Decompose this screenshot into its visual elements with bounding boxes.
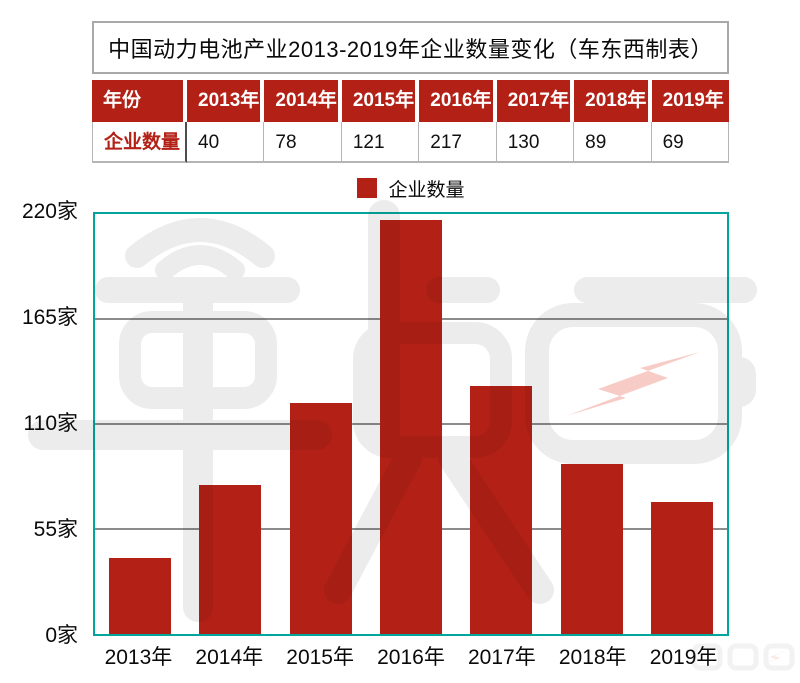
bar-2014年 [199, 485, 262, 634]
data-table: 年份 2013年 2014年 2015年 2016年 2017年 2018年 2… [92, 80, 729, 163]
plot-area [93, 212, 729, 636]
x-axis-tick-2016年: 2016年 [377, 646, 445, 669]
table-row-label: 企业数量 [92, 122, 187, 163]
table-corner-header: 年份 [92, 80, 187, 122]
chart-title: 中国动力电池产业2013-2019年企业数量变化（车东西制表） [92, 21, 729, 74]
table-value-2013: 40 [187, 122, 265, 163]
bar-2019年 [650, 502, 713, 634]
legend: 企业数量 [93, 176, 729, 201]
table-header-2019: 2019年 [651, 80, 729, 122]
table-value-2014: 78 [264, 122, 342, 163]
chart-title-text: 中国动力电池产业2013-2019年企业数量变化（车东西制表） [108, 36, 713, 62]
y-axis-tick-110: 110家 [23, 412, 78, 435]
table-value-2019: 69 [651, 122, 729, 163]
x-axis-tick-2013年: 2013年 [104, 646, 173, 669]
table-header-2015: 2015年 [341, 80, 420, 122]
bar-2015年 [289, 403, 352, 634]
bar-2018年 [560, 464, 623, 634]
table-value-2015: 121 [341, 122, 420, 163]
table-header-2017: 2017年 [496, 80, 575, 122]
table-value-2018: 89 [574, 122, 652, 163]
x-axis-tick-2018年: 2018年 [558, 646, 627, 669]
y-axis-tick-165: 165家 [21, 306, 78, 329]
table-value-2017: 130 [496, 122, 575, 163]
table-header-2014: 2014年 [264, 80, 342, 122]
x-axis-tick-2017年: 2017年 [467, 646, 536, 669]
table-value-2016: 217 [419, 122, 497, 163]
x-axis-tick-2014年: 2014年 [195, 646, 264, 669]
bar-2013年 [109, 557, 172, 634]
y-axis-tick-55: 55家 [33, 518, 78, 541]
legend-swatch-icon [357, 178, 378, 198]
table-header-2018: 2018年 [574, 80, 652, 122]
y-axis-tick-0: 0家 [45, 624, 78, 647]
table-header-2016: 2016年 [419, 80, 497, 122]
table-header-2013: 2013年 [187, 80, 265, 122]
lightning-bolt-icon [762, 650, 788, 665]
x-axis-tick-2015年: 2015年 [286, 646, 354, 669]
y-axis-tick-220: 220家 [21, 200, 78, 223]
legend-label: 企业数量 [388, 179, 465, 201]
x-axis-tick-2019年: 2019年 [649, 646, 718, 669]
bar-2017年 [470, 385, 533, 634]
bar-2016年 [380, 219, 442, 634]
